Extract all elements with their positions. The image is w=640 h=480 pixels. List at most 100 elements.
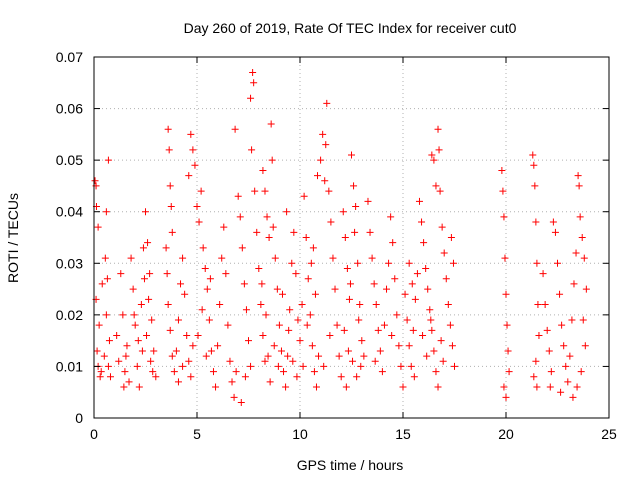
data-point — [258, 280, 266, 288]
data-point — [344, 347, 352, 355]
data-point — [575, 182, 583, 190]
data-point — [163, 270, 171, 278]
data-point — [197, 187, 205, 195]
data-point — [104, 362, 112, 370]
data-point — [385, 259, 393, 267]
data-point — [577, 368, 585, 376]
chart-title: Day 260 of 2019, Rate Of TEC Index for r… — [184, 20, 517, 36]
data-point — [529, 151, 537, 159]
data-points — [91, 68, 590, 407]
data-point — [164, 125, 172, 133]
data-point — [405, 342, 413, 350]
data-point — [321, 177, 329, 185]
data-point — [296, 337, 304, 345]
data-point — [172, 347, 180, 355]
data-point — [97, 368, 105, 376]
data-point — [127, 254, 135, 262]
data-point — [202, 352, 210, 360]
data-point — [504, 347, 512, 355]
data-point — [120, 383, 128, 391]
data-point — [170, 368, 178, 376]
data-point — [378, 368, 386, 376]
data-point — [226, 357, 234, 365]
data-point — [228, 378, 236, 386]
data-point — [138, 347, 146, 355]
data-point — [304, 275, 312, 283]
data-point — [547, 368, 555, 376]
data-point — [391, 275, 399, 283]
data-point — [434, 383, 442, 391]
data-point — [185, 172, 193, 180]
data-point — [314, 172, 322, 180]
data-point — [100, 352, 108, 360]
data-point — [269, 223, 277, 231]
data-point — [283, 208, 291, 216]
data-point — [236, 213, 244, 221]
data-point — [268, 156, 276, 164]
data-point — [413, 270, 421, 278]
data-point — [102, 311, 110, 319]
data-point — [410, 373, 418, 381]
data-point — [581, 342, 589, 350]
y-tick-label: 0 — [75, 410, 83, 426]
data-point — [438, 223, 446, 231]
data-point — [207, 347, 215, 355]
data-point — [401, 290, 409, 298]
data-point — [349, 357, 357, 365]
data-point — [206, 275, 214, 283]
data-point — [415, 197, 423, 205]
data-point — [333, 321, 341, 329]
data-point — [346, 280, 354, 288]
data-point — [101, 254, 109, 262]
data-point — [308, 342, 316, 350]
data-point — [339, 208, 347, 216]
data-point — [558, 321, 566, 329]
data-point — [428, 326, 436, 334]
y-tick-label: 0.07 — [56, 49, 83, 65]
data-point — [146, 270, 154, 278]
data-point — [342, 383, 350, 391]
data-point — [214, 342, 222, 350]
data-point — [149, 368, 157, 376]
data-point — [135, 383, 143, 391]
axis-ticks: 0 5 10 15 20 25 0 0.01 0.02 0.03 0.04 0.05 0.06 0.07 — [56, 49, 617, 442]
data-point — [234, 192, 242, 200]
data-point — [440, 249, 448, 257]
data-point — [168, 228, 176, 236]
data-point — [247, 362, 255, 370]
data-point — [566, 352, 574, 360]
data-point — [372, 301, 380, 309]
data-point — [449, 259, 457, 267]
data-point — [546, 383, 554, 391]
data-point — [275, 321, 283, 329]
data-point — [177, 280, 185, 288]
data-point — [94, 223, 102, 231]
data-point — [533, 383, 541, 391]
data-point — [263, 213, 271, 221]
data-point — [348, 151, 355, 159]
data-point — [549, 218, 557, 226]
data-point — [364, 197, 372, 205]
data-point — [277, 347, 285, 355]
data-point — [201, 264, 209, 272]
data-point — [166, 326, 174, 334]
data-point — [319, 130, 327, 138]
data-point — [315, 352, 323, 360]
data-point — [286, 306, 294, 314]
data-point — [294, 316, 302, 324]
data-point — [312, 383, 320, 391]
data-point — [451, 362, 458, 370]
data-point — [257, 301, 265, 309]
data-point — [387, 213, 395, 221]
data-point — [102, 208, 110, 216]
data-point — [368, 254, 376, 262]
data-point — [123, 342, 131, 350]
data-point — [261, 357, 269, 365]
data-point — [572, 249, 580, 257]
data-point — [545, 347, 553, 355]
data-point — [142, 208, 149, 216]
data-point — [271, 254, 279, 262]
data-point — [181, 290, 189, 298]
data-point — [331, 285, 339, 293]
